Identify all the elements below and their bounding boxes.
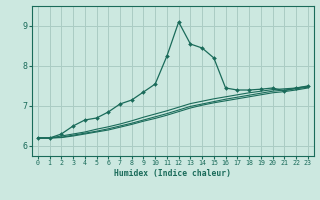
X-axis label: Humidex (Indice chaleur): Humidex (Indice chaleur) — [114, 169, 231, 178]
